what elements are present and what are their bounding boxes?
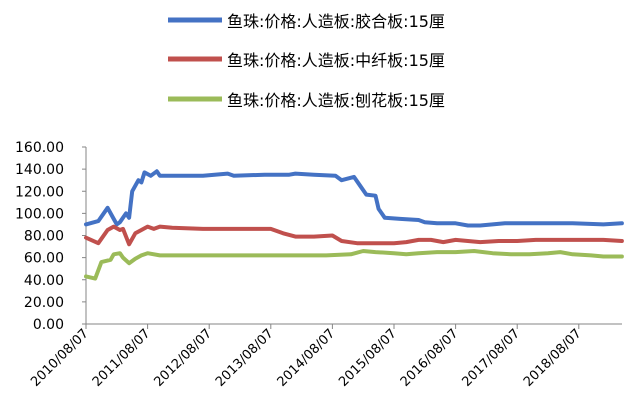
series-line-2 <box>84 224 624 247</box>
legend-label-3: 鱼珠:价格:人造板:刨花板:15厘 <box>227 91 445 110</box>
x-tick-label: 2011/08/07 <box>90 326 154 390</box>
x-tick-label: 2017/08/07 <box>459 326 523 390</box>
x-tick-label: 2013/08/07 <box>213 326 277 390</box>
x-tick-label: 2018/08/07 <box>521 326 585 390</box>
y-tick-label: 60.00 <box>24 251 64 267</box>
y-tick-label: 0.00 <box>33 317 64 333</box>
y-tick-label: 140.00 <box>15 162 64 178</box>
y-tick-label: 80.00 <box>24 229 64 245</box>
legend-label-2: 鱼珠:价格:人造板:中纤板:15厘 <box>227 51 445 70</box>
series-layer <box>84 169 624 281</box>
y-tick-label: 40.00 <box>24 273 64 289</box>
x-tick-label: 2015/08/07 <box>336 326 400 390</box>
y-tick-label: 120.00 <box>15 184 64 200</box>
legend-label-1: 鱼珠:价格:人造板:胶合板:15厘 <box>227 12 445 31</box>
x-tick-label: 2012/08/07 <box>151 326 215 390</box>
series-line-1 <box>84 169 624 228</box>
y-tick-label: 160.00 <box>15 140 64 156</box>
x-tick-label: 2014/08/07 <box>275 326 339 390</box>
x-axis: 2010/08/072011/08/072012/08/072013/08/07… <box>28 323 622 390</box>
y-tick-label: 100.00 <box>15 206 64 222</box>
y-axis: 0.00 20.00 40.00 60.00 80.00 100.00 120.00 140.… <box>15 140 87 333</box>
y-tick-label: 20.00 <box>24 295 64 311</box>
series-line-3 <box>84 249 624 281</box>
legend: 鱼珠:价格:人造板:胶合板:15厘鱼珠:价格:人造板:中纤板:15厘鱼珠:价格:… <box>168 12 445 110</box>
x-tick-label: 2010/08/07 <box>28 326 92 390</box>
x-tick-label: 2016/08/07 <box>398 326 462 390</box>
